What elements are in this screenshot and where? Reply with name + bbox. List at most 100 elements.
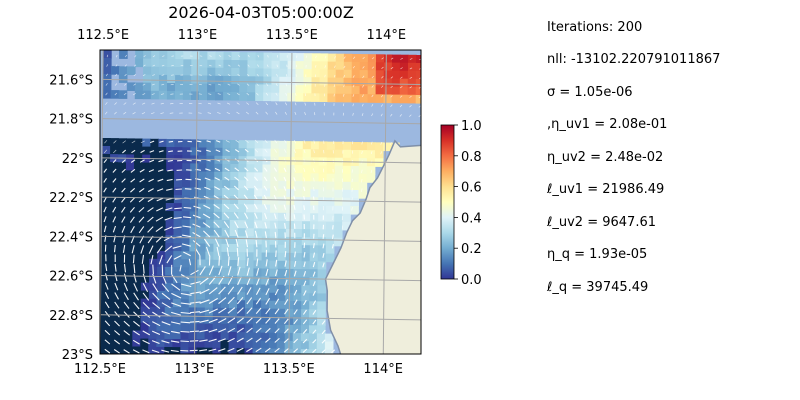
heat-cell xyxy=(391,62,401,72)
heat-cell xyxy=(149,242,158,252)
current-vector xyxy=(283,348,289,353)
current-vector xyxy=(151,349,160,354)
heat-cell xyxy=(205,291,214,301)
current-vector xyxy=(263,185,268,191)
current-vector xyxy=(315,65,317,68)
current-vector xyxy=(130,226,135,234)
current-vector xyxy=(114,92,118,96)
heat-cell xyxy=(181,195,191,204)
heat-cell xyxy=(350,166,360,175)
heat-cell xyxy=(207,75,216,85)
current-vector xyxy=(121,206,126,213)
current-vector xyxy=(199,288,210,295)
current-vector xyxy=(263,167,268,172)
current-vector xyxy=(174,207,182,210)
heat-cell xyxy=(157,186,167,196)
current-vector xyxy=(202,213,211,219)
heat-cell xyxy=(270,188,279,198)
current-vector xyxy=(216,140,221,143)
heat-cell xyxy=(189,243,198,252)
current-vector xyxy=(303,186,306,192)
map-axes: 112.5°E112.5°E113°E113°E113.5°E113.5°E11… xyxy=(49,28,422,377)
current-vector xyxy=(207,102,212,105)
heat-cell xyxy=(278,212,287,222)
heat-cell xyxy=(335,53,345,63)
heat-cell xyxy=(134,90,144,100)
heat-cell xyxy=(279,52,289,62)
heat-cell xyxy=(415,79,421,88)
heat-cell xyxy=(213,259,222,269)
current-vector xyxy=(234,167,240,172)
current-vector xyxy=(399,95,403,98)
current-vector xyxy=(112,206,117,213)
heat-cell xyxy=(268,348,278,354)
current-vector xyxy=(151,93,155,96)
current-vector xyxy=(171,274,178,284)
heat-cell xyxy=(342,189,352,199)
gridline-lat xyxy=(100,275,421,282)
lat-tick-label: 21.6°S xyxy=(49,73,93,88)
current-vector xyxy=(275,250,277,258)
current-vector xyxy=(151,83,155,86)
current-vector xyxy=(123,264,127,273)
heat-cell xyxy=(278,140,288,150)
heat-cell xyxy=(335,69,345,79)
heat-cell xyxy=(143,74,152,84)
heat-cell xyxy=(301,261,311,270)
current-vector xyxy=(244,221,249,229)
heat-cell xyxy=(269,244,279,254)
heat-cell xyxy=(277,300,286,310)
heat-cell xyxy=(199,67,208,77)
current-vector xyxy=(293,318,298,325)
heat-cell xyxy=(246,196,255,205)
current-vector xyxy=(115,73,118,77)
current-vector xyxy=(104,282,109,290)
heat-cell xyxy=(173,227,183,236)
current-vector xyxy=(303,271,307,277)
current-vector xyxy=(130,187,136,193)
current-vector xyxy=(264,213,268,220)
heat-cell xyxy=(292,341,302,350)
heat-cell xyxy=(180,307,190,316)
heat-cell xyxy=(263,68,272,78)
heat-cell xyxy=(255,68,264,77)
current-vector xyxy=(352,112,354,116)
heat-cell xyxy=(238,164,247,173)
current-vector xyxy=(352,75,355,78)
heat-cell xyxy=(229,284,238,293)
heat-cell xyxy=(181,259,190,268)
current-vector xyxy=(131,149,136,154)
heat-cell xyxy=(334,165,344,175)
current-vector xyxy=(142,283,149,293)
heat-cell xyxy=(317,301,326,310)
heat-cell xyxy=(350,174,360,183)
heat-cell xyxy=(165,267,174,276)
heat-cell xyxy=(124,346,133,354)
current-vector xyxy=(113,149,117,154)
current-vector xyxy=(192,232,201,238)
heat-cell xyxy=(367,70,377,79)
heat-cell xyxy=(276,348,286,354)
heat-cell xyxy=(183,51,192,60)
current-vector xyxy=(121,159,126,164)
heat-cell xyxy=(254,180,263,189)
current-vector xyxy=(151,102,155,105)
current-vector xyxy=(227,296,235,305)
current-vector xyxy=(293,167,296,172)
heat-cell xyxy=(134,138,143,148)
current-vector xyxy=(142,264,145,274)
heat-cell xyxy=(116,338,125,347)
current-vector xyxy=(166,188,173,191)
current-vector xyxy=(265,111,268,115)
heat-cell xyxy=(316,333,326,342)
current-vector xyxy=(235,149,240,153)
current-vector xyxy=(284,260,287,267)
heat-cell xyxy=(279,68,289,78)
heat-cell xyxy=(343,77,353,87)
current-vector xyxy=(180,283,192,288)
current-vector xyxy=(152,264,154,275)
current-vector xyxy=(123,292,129,301)
heat-cell xyxy=(236,332,246,341)
current-vector xyxy=(112,187,117,193)
heat-cell xyxy=(174,171,183,180)
